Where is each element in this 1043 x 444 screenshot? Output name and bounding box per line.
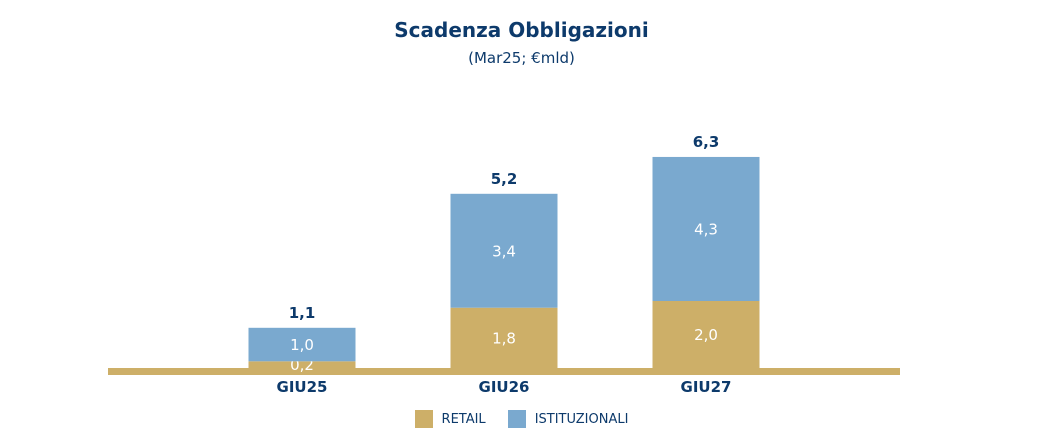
axis-baseline: [108, 368, 900, 375]
bar-retail-giu26: [450, 307, 558, 368]
data-label-istituzionali-giu27: 4,3: [694, 220, 718, 238]
total-label-giu26: 5,2: [491, 170, 518, 188]
bar-istituzionali-giu26: [450, 193, 558, 308]
legend-swatch-istituzionali: [507, 410, 526, 428]
data-label-istituzionali-giu25: 1,0: [290, 336, 314, 354]
data-label-istituzionali-giu26: 3,4: [492, 242, 516, 260]
total-label-giu27: 6,3: [693, 133, 720, 151]
chart-subtitle: (Mar25; €mld): [468, 49, 575, 67]
category-label-giu25: GIU25: [277, 378, 328, 396]
data-label-retail-giu26: 1,8: [492, 329, 516, 347]
legend-item-retail: RETAIL: [414, 410, 486, 428]
legend-item-istituzionali: ISTITUZIONALI: [507, 410, 629, 428]
legend-label-istituzionali: ISTITUZIONALI: [534, 411, 629, 427]
category-label-giu26: GIU26: [479, 378, 530, 396]
legend-swatch-retail: [414, 410, 433, 428]
total-label-giu25: 1,1: [289, 304, 316, 322]
bar-retail-giu27: [652, 301, 760, 368]
bar-retail-giu25: [248, 361, 356, 368]
legend-label-retail: RETAIL: [441, 411, 486, 427]
chart-title: Scadenza Obbligazioni: [394, 18, 649, 42]
data-label-retail-giu27: 2,0: [694, 326, 718, 344]
category-label-giu27: GIU27: [681, 378, 732, 396]
bar-istituzionali-giu25: [248, 327, 356, 362]
bar-istituzionali-giu27: [652, 156, 760, 301]
legend: RETAIL ISTITUZIONALI: [0, 410, 1043, 428]
